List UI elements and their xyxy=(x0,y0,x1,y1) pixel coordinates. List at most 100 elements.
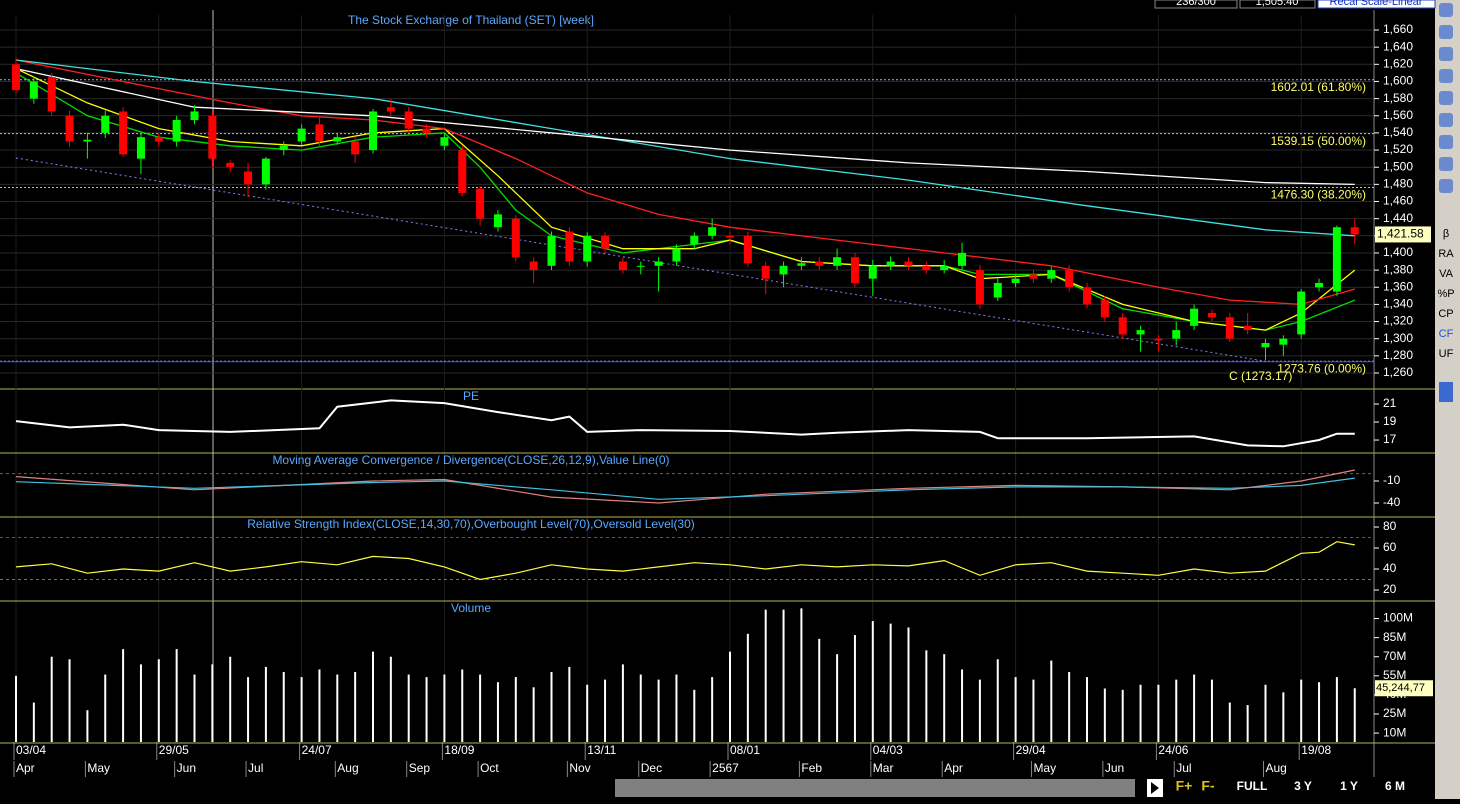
scrollbar[interactable] xyxy=(615,779,1135,797)
volume-bar xyxy=(764,609,767,742)
candle-body xyxy=(1207,312,1216,318)
candle-body xyxy=(815,261,824,266)
candle-body xyxy=(761,265,770,279)
fib-label: 1476.30 (38.20%) xyxy=(1271,188,1366,202)
y-tick-label: 1,580 xyxy=(1383,91,1413,105)
y-tick-label: 1,560 xyxy=(1383,108,1413,122)
tool-icon[interactable] xyxy=(1439,25,1453,39)
range-button[interactable]: F- xyxy=(1201,778,1215,794)
candle-body xyxy=(565,231,574,262)
candle-body xyxy=(386,107,395,112)
volume-bar xyxy=(693,689,696,742)
candle-body xyxy=(422,128,431,133)
candle-body xyxy=(493,214,502,228)
tool-label[interactable]: CP xyxy=(1438,308,1453,320)
candle-body xyxy=(1350,227,1359,235)
y-tick-label: 1,540 xyxy=(1383,125,1413,139)
y-tick-label: 1,400 xyxy=(1383,245,1413,259)
volume-bar xyxy=(1300,679,1303,742)
x-tick-label: 03/04 xyxy=(16,743,46,757)
x-tick-label: 24/06 xyxy=(1158,743,1188,757)
tool-icon[interactable] xyxy=(1439,113,1453,127)
candle-body xyxy=(1332,227,1341,292)
volume-bar xyxy=(889,623,892,742)
range-button[interactable]: 3 Y xyxy=(1294,779,1312,793)
volume-bar xyxy=(425,677,428,742)
candle-body xyxy=(279,145,288,151)
volume-bar xyxy=(586,684,589,742)
tool-label[interactable]: RA xyxy=(1438,248,1454,260)
tool-icon[interactable] xyxy=(1439,179,1453,193)
candle-body xyxy=(690,235,699,245)
candle-body xyxy=(1047,270,1056,279)
tool-icon[interactable] xyxy=(1439,91,1453,105)
y-tick-label: 1,380 xyxy=(1383,262,1413,276)
volume-bar xyxy=(389,656,392,742)
candle-body xyxy=(83,139,92,142)
y-tick-label: 1,660 xyxy=(1383,22,1413,36)
tool-label[interactable]: %P xyxy=(1437,288,1454,300)
volume-bar xyxy=(354,672,357,742)
candle-body xyxy=(47,77,56,112)
y-tick-label: -40 xyxy=(1383,495,1401,509)
candle-body xyxy=(369,111,377,151)
volume-bar xyxy=(1103,688,1106,742)
volume-bar xyxy=(86,710,89,742)
fib-label: 1539.15 (50.00%) xyxy=(1271,134,1366,148)
volume-bar xyxy=(1068,672,1071,742)
candle-body xyxy=(797,263,806,266)
top-info: 236/300 xyxy=(1176,0,1216,8)
tool-label[interactable]: VA xyxy=(1439,268,1454,280)
last-price-box xyxy=(1375,226,1431,243)
x-tick-label: 24/07 xyxy=(302,743,332,757)
candle-body xyxy=(190,111,199,121)
tool-label[interactable]: UF xyxy=(1439,348,1454,360)
y-tick-label: 1,280 xyxy=(1383,348,1413,362)
range-button[interactable]: FULL xyxy=(1237,779,1268,793)
recal-button[interactable] xyxy=(1317,0,1436,9)
month-label: Aug xyxy=(1266,761,1287,775)
tool-icon[interactable] xyxy=(1439,157,1453,171)
y-tick-label: 1,260 xyxy=(1383,365,1413,379)
range-button[interactable]: 1 Y xyxy=(1340,779,1358,793)
tool-icon[interactable] xyxy=(1439,47,1453,61)
volume-bar xyxy=(1264,684,1267,742)
candle-body xyxy=(1154,338,1163,341)
candle-body xyxy=(1190,308,1199,326)
candle-body xyxy=(1225,317,1234,339)
indicator-line xyxy=(15,477,1355,500)
y-tick-label: 80 xyxy=(1383,519,1397,533)
range-button[interactable]: F+ xyxy=(1176,778,1193,794)
candle-body xyxy=(975,270,984,305)
x-tick-label: 29/05 xyxy=(159,743,189,757)
month-label: May xyxy=(1033,761,1056,775)
y-tick-label: 10M xyxy=(1383,725,1406,739)
candle-body xyxy=(315,124,324,142)
candle-body xyxy=(868,265,877,279)
volume-bar xyxy=(711,677,714,742)
volume-bar xyxy=(818,638,821,742)
help-icon[interactable] xyxy=(1439,382,1453,402)
tool-label[interactable]: β xyxy=(1443,228,1449,240)
candle-body xyxy=(1029,274,1038,279)
candle-body xyxy=(172,120,181,142)
tool-icon[interactable] xyxy=(1439,3,1453,17)
x-tick-label: 19/08 xyxy=(1301,743,1331,757)
y-tick-label: 1,600 xyxy=(1383,74,1413,88)
candle-body xyxy=(779,265,788,275)
tool-icon[interactable] xyxy=(1439,69,1453,83)
y-tick-label: -10 xyxy=(1383,473,1401,487)
range-button[interactable]: 6 M xyxy=(1385,779,1405,793)
month-label: Apr xyxy=(16,761,35,775)
volume-bar xyxy=(1353,688,1356,742)
candle-body xyxy=(886,261,895,266)
candle-body xyxy=(1011,278,1020,283)
pane-title: PE xyxy=(463,389,479,403)
candle-body xyxy=(993,282,1002,298)
top-info[interactable]: Recal Scale-Linear xyxy=(1330,0,1423,8)
month-label: Nov xyxy=(569,761,590,775)
volume-bar xyxy=(104,674,107,742)
last-price-label: 1,421.58 xyxy=(1377,227,1424,241)
tool-label[interactable]: CF xyxy=(1439,328,1454,340)
tool-icon[interactable] xyxy=(1439,135,1453,149)
